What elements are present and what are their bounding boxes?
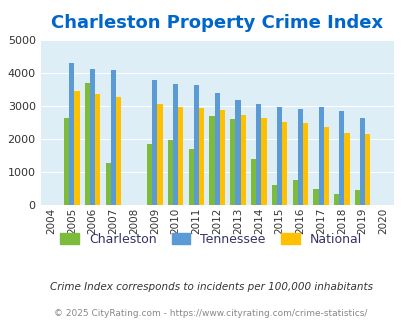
Bar [173,84,178,205]
Bar [240,115,245,205]
Bar [111,70,116,205]
Bar [209,115,214,205]
Bar [271,185,276,205]
Bar [302,123,307,205]
Bar [281,122,287,205]
Bar [354,190,359,205]
Bar [116,97,121,205]
Bar [297,109,302,205]
Title: Charleston Property Crime Index: Charleston Property Crime Index [51,15,382,32]
Bar [85,83,90,205]
Bar [214,93,219,205]
Bar [276,107,281,205]
Bar [152,80,157,205]
Legend: Charleston, Tennessee, National: Charleston, Tennessee, National [55,228,366,251]
Bar [333,194,339,205]
Bar [364,134,369,205]
Bar [193,85,198,205]
Bar [250,159,256,205]
Bar [64,118,69,205]
Bar [292,180,297,205]
Bar [178,107,183,205]
Bar [230,119,235,205]
Bar [188,149,193,205]
Bar [95,94,100,205]
Bar [261,118,266,205]
Bar [198,108,204,205]
Bar [343,133,349,205]
Bar [359,118,364,205]
Bar [339,111,343,205]
Bar [157,104,162,205]
Bar [105,163,111,205]
Bar [74,91,79,205]
Bar [90,69,95,205]
Bar [256,104,261,205]
Text: © 2025 CityRating.com - https://www.cityrating.com/crime-statistics/: © 2025 CityRating.com - https://www.city… [54,309,367,318]
Bar [323,127,328,205]
Bar [167,140,173,205]
Bar [235,100,240,205]
Bar [313,189,318,205]
Bar [69,63,74,205]
Bar [318,107,323,205]
Bar [219,110,224,205]
Bar [147,144,152,205]
Text: Crime Index corresponds to incidents per 100,000 inhabitants: Crime Index corresponds to incidents per… [49,282,372,292]
